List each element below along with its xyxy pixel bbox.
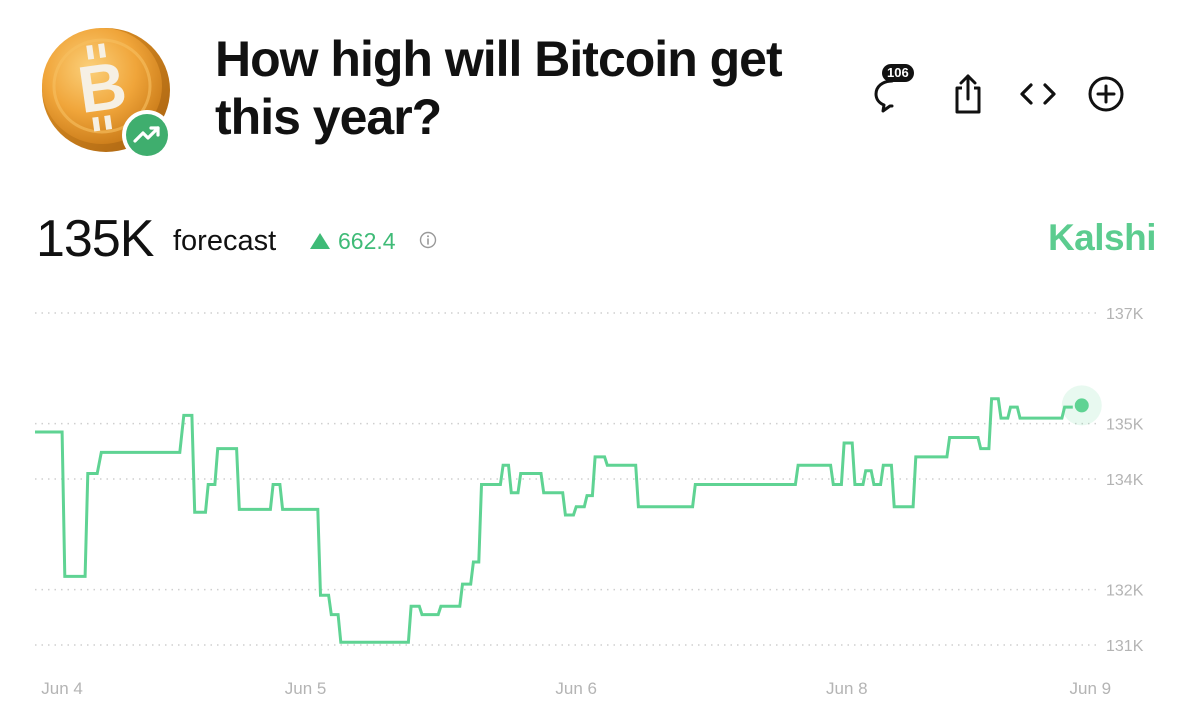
- x-tick-label: Jun 6: [555, 679, 597, 698]
- embed-button[interactable]: [1010, 66, 1066, 122]
- y-tick-label: 134K: [1106, 472, 1144, 489]
- comment-icon: [874, 79, 894, 113]
- forecast-summary: 135K forecast 662.4 Kalshi: [36, 205, 1166, 269]
- trending-up-icon: [122, 110, 172, 160]
- share-icon: [955, 74, 981, 114]
- kalshi-logo: Kalshi: [1047, 217, 1157, 258]
- market-header: B How high will Bitcoin get this year?: [0, 0, 1200, 190]
- comments-button[interactable]: [864, 66, 920, 122]
- x-tick-label: Jun 8: [826, 679, 868, 698]
- info-icon[interactable]: [419, 231, 437, 249]
- code-icon: [1020, 83, 1056, 105]
- forecast-change: 662.4: [310, 225, 396, 257]
- y-tick-label: 135K: [1106, 417, 1144, 434]
- up-triangle-icon: [310, 233, 330, 249]
- forecast-change-value: 662.4: [338, 228, 396, 254]
- comment-count-badge: 106: [882, 64, 914, 82]
- x-tick-label: Jun 9: [1070, 679, 1112, 698]
- x-tick-label: Jun 5: [285, 679, 327, 698]
- share-button[interactable]: [940, 66, 996, 122]
- series-line: [35, 397, 1073, 644]
- add-button[interactable]: [1078, 66, 1134, 122]
- y-tick-label: 132K: [1106, 583, 1144, 600]
- market-title: How high will Bitcoin get this year?: [215, 31, 783, 145]
- svg-text:B: B: [73, 47, 131, 127]
- last-point-marker: [1074, 398, 1089, 413]
- y-tick-label: 131K: [1106, 638, 1144, 655]
- forecast-label: forecast: [173, 225, 277, 257]
- y-axis-ticks: 137K 135K 134K 132K 131K: [1106, 306, 1144, 655]
- plus-circle-icon: [1088, 76, 1124, 112]
- header-actions: [860, 66, 1160, 122]
- x-tick-label: Jun 4: [41, 679, 83, 698]
- y-tick-label: 137K: [1106, 306, 1144, 323]
- x-axis-ticks: Jun 4 Jun 5 Jun 6 Jun 8 Jun 9: [41, 679, 1111, 698]
- forecast-value: 135K: [36, 210, 154, 268]
